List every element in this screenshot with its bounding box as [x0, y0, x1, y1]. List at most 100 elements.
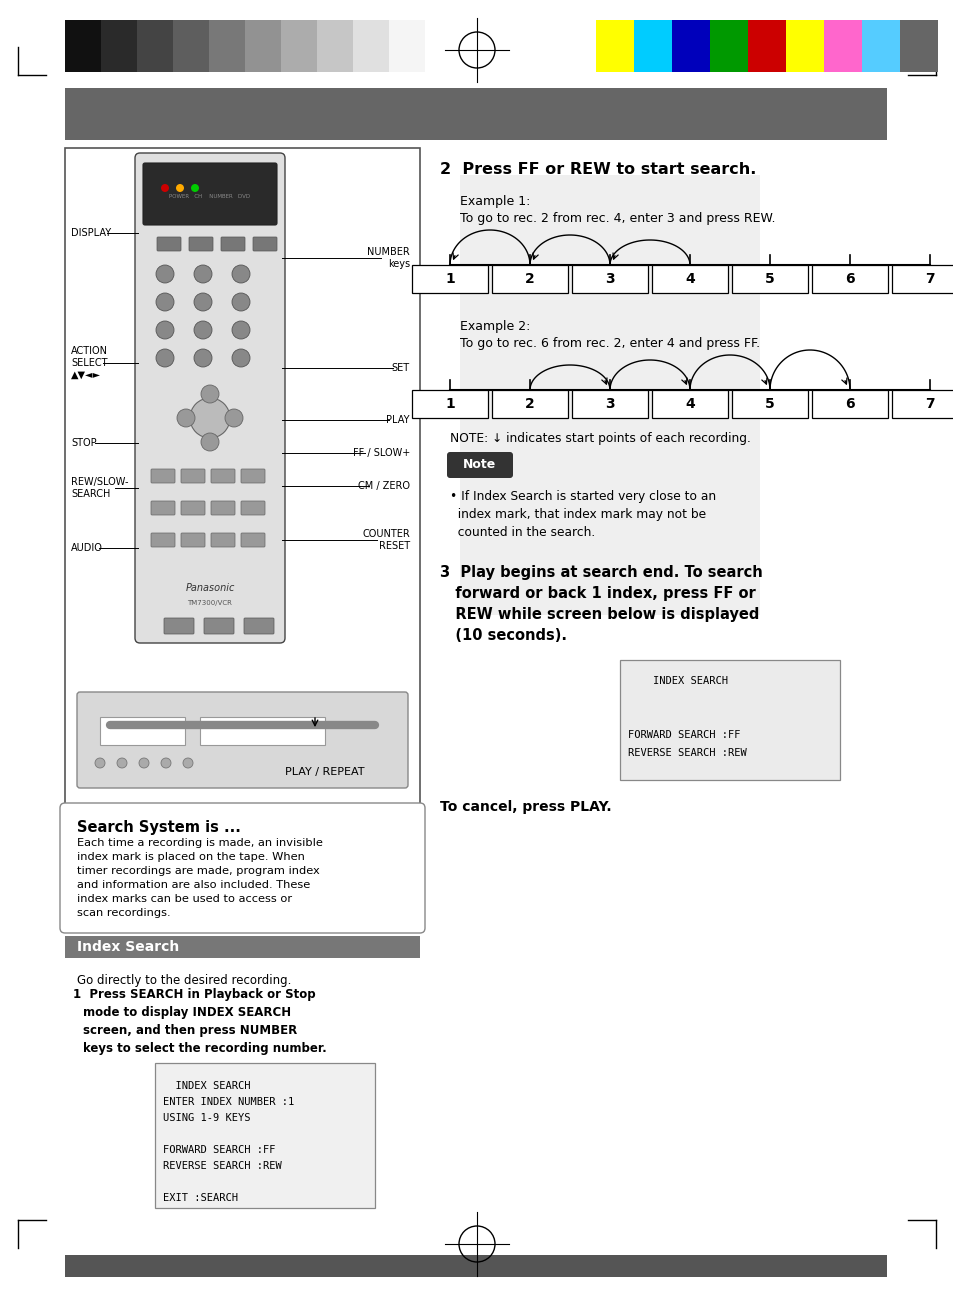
FancyBboxPatch shape — [189, 237, 213, 251]
Text: 2  Press FF or REW to start search.: 2 Press FF or REW to start search. — [439, 162, 756, 177]
Text: 3: 3 — [604, 397, 614, 411]
FancyBboxPatch shape — [60, 804, 424, 933]
Text: 2: 2 — [524, 272, 535, 286]
FancyBboxPatch shape — [151, 533, 174, 547]
Bar — [172, 19, 209, 72]
Circle shape — [191, 184, 199, 192]
FancyBboxPatch shape — [241, 468, 265, 483]
Bar — [200, 717, 325, 745]
Text: 5: 5 — [764, 272, 774, 286]
Bar — [731, 389, 807, 418]
FancyBboxPatch shape — [77, 692, 408, 788]
FancyBboxPatch shape — [211, 501, 234, 515]
Text: 3  Play begins at search end. To search
   forward or back 1 index, press FF or
: 3 Play begins at search end. To search f… — [439, 565, 762, 643]
Text: 2: 2 — [524, 397, 535, 411]
Text: To go to rec. 6 from rec. 2, enter 4 and press FF.: To go to rec. 6 from rec. 2, enter 4 and… — [459, 336, 760, 349]
Text: 5: 5 — [764, 397, 774, 411]
Text: 1  Press SEARCH in Playback or Stop: 1 Press SEARCH in Playback or Stop — [73, 989, 315, 1002]
Bar — [412, 389, 488, 418]
Bar — [492, 265, 567, 292]
Bar — [811, 389, 887, 418]
Bar — [65, 19, 101, 72]
Text: FORWARD SEARCH :FF: FORWARD SEARCH :FF — [627, 730, 740, 740]
Circle shape — [95, 758, 105, 769]
FancyBboxPatch shape — [151, 468, 174, 483]
Bar — [412, 265, 488, 292]
Circle shape — [232, 292, 250, 311]
Text: FF / SLOW+: FF / SLOW+ — [353, 448, 410, 458]
FancyBboxPatch shape — [211, 533, 234, 547]
Text: Search System is ...: Search System is ... — [77, 820, 240, 835]
Text: To cancel, press PLAY.: To cancel, press PLAY. — [439, 800, 611, 814]
Text: AUDIO: AUDIO — [71, 543, 103, 553]
Circle shape — [175, 184, 184, 192]
Bar — [891, 389, 953, 418]
Bar — [747, 19, 785, 72]
Text: NOTE: ↓ indicates start points of each recording.: NOTE: ↓ indicates start points of each r… — [450, 432, 750, 445]
Circle shape — [193, 349, 212, 367]
Circle shape — [232, 349, 250, 367]
Bar — [891, 265, 953, 292]
Bar — [785, 19, 823, 72]
Bar — [65, 936, 419, 958]
Bar — [137, 19, 172, 72]
Circle shape — [177, 409, 194, 427]
FancyBboxPatch shape — [221, 237, 245, 251]
Text: mode to display INDEX SEARCH: mode to display INDEX SEARCH — [83, 1005, 291, 1018]
Bar — [459, 175, 760, 615]
Text: Example 1:: Example 1: — [459, 195, 530, 208]
Circle shape — [201, 386, 219, 402]
Circle shape — [156, 349, 173, 367]
Text: • If Index Search is started very close to an
  index mark, that index mark may : • If Index Search is started very close … — [450, 490, 716, 540]
Text: Note: Note — [463, 458, 497, 471]
Text: EXIT :SEARCH: EXIT :SEARCH — [163, 1193, 237, 1203]
Bar — [572, 265, 647, 292]
Text: ENTER INDEX NUMBER :1: ENTER INDEX NUMBER :1 — [163, 1097, 294, 1106]
Circle shape — [201, 433, 219, 452]
Bar — [316, 19, 353, 72]
Text: NUMBER
keys: NUMBER keys — [367, 247, 410, 269]
Bar — [572, 389, 647, 418]
Bar — [634, 19, 671, 72]
FancyBboxPatch shape — [241, 533, 265, 547]
Text: 6: 6 — [844, 397, 854, 411]
Bar — [619, 660, 840, 780]
FancyBboxPatch shape — [181, 468, 205, 483]
Circle shape — [193, 292, 212, 311]
FancyBboxPatch shape — [135, 153, 285, 643]
Bar — [862, 19, 899, 72]
Bar — [209, 19, 245, 72]
Bar — [899, 19, 937, 72]
Bar — [154, 1062, 375, 1209]
Circle shape — [190, 399, 230, 437]
Bar — [101, 19, 137, 72]
Text: screen, and then press NUMBER: screen, and then press NUMBER — [83, 1024, 297, 1036]
Circle shape — [232, 265, 250, 283]
FancyBboxPatch shape — [244, 619, 274, 634]
FancyBboxPatch shape — [143, 163, 276, 225]
Text: CM / ZERO: CM / ZERO — [357, 481, 410, 490]
Bar — [353, 19, 389, 72]
Circle shape — [161, 758, 171, 769]
Text: keys to select the recording number.: keys to select the recording number. — [83, 1042, 327, 1055]
Bar — [651, 265, 727, 292]
Text: PLAY / REPEAT: PLAY / REPEAT — [285, 767, 364, 776]
Circle shape — [156, 265, 173, 283]
FancyBboxPatch shape — [211, 468, 234, 483]
Text: REVERSE SEARCH :REW: REVERSE SEARCH :REW — [627, 748, 746, 758]
Bar — [281, 19, 316, 72]
Text: REW/SLOW-
SEARCH: REW/SLOW- SEARCH — [71, 477, 129, 498]
Text: For assistance, please call : 1-800-211-PANA(7262) or, contact us via the web at: For assistance, please call : 1-800-211-… — [120, 1260, 703, 1271]
Text: 4: 4 — [684, 397, 694, 411]
Text: 1: 1 — [445, 272, 455, 286]
Text: STOP: STOP — [71, 437, 96, 448]
Text: SET: SET — [392, 364, 410, 373]
Bar — [709, 19, 747, 72]
Bar — [671, 19, 709, 72]
Circle shape — [156, 321, 173, 339]
Text: PLAY: PLAY — [386, 415, 410, 424]
Circle shape — [117, 758, 127, 769]
Circle shape — [139, 758, 149, 769]
Text: Tape Operation: Tape Operation — [85, 100, 323, 128]
Bar — [65, 88, 886, 140]
